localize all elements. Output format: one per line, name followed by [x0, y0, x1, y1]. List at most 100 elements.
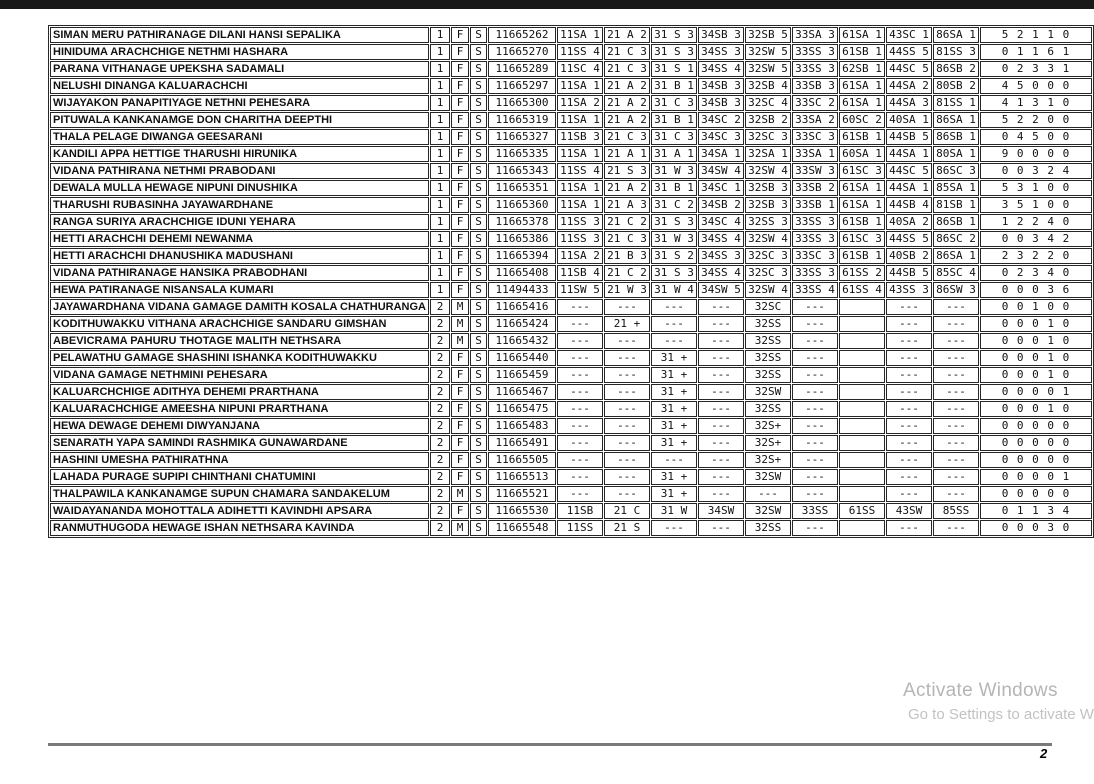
subject-code-cell: 33SB 3 — [792, 78, 838, 94]
candidate-name-cell: RANMUTHUGODA HEWAGE ISHAN NETHSARA KAVIN… — [50, 520, 429, 536]
subject-code-cell — [839, 367, 885, 383]
subject-code-cell: 33SA 3 — [792, 27, 838, 43]
status-cell: S — [470, 112, 487, 128]
results-report: SIMAN MERU PATHIRANAGE DILANI HANSI SEPA… — [48, 25, 1094, 538]
table-row: NELUSHI DINANGA KALUARACHCHI 1 F S 11665… — [50, 78, 1092, 94]
subject-code-cell: 81SS 3 — [933, 44, 979, 60]
subject-code-cell: --- — [792, 520, 838, 536]
subject-code-cell: --- — [886, 367, 932, 383]
subject-code-cell: 31 S 3 — [651, 27, 697, 43]
candidate-name-cell: HETTI ARACHCHI DHANUSHIKA MADUSHANI — [50, 248, 429, 264]
subject-code-cell: 81SS 1 — [933, 95, 979, 111]
subject-code-cell: 32SS — [745, 401, 791, 417]
grade-cell: 1 — [430, 265, 450, 281]
gender-cell: F — [451, 367, 469, 383]
subject-code-cell: 34SS 4 — [698, 231, 744, 247]
marks-summary-cell: 9 0 0 0 0 — [980, 146, 1092, 162]
subject-code-cell: --- — [698, 520, 744, 536]
subject-code-cell: 33SA 2 — [792, 112, 838, 128]
subject-code-cell: 33SS 3 — [792, 61, 838, 77]
status-cell: S — [470, 61, 487, 77]
table-row: THARUSHI RUBASINHA JAYAWARDHANE 1 F S 11… — [50, 197, 1092, 213]
subject-code-cell: 32SC — [745, 299, 791, 315]
status-cell: S — [470, 452, 487, 468]
subject-code-cell: 11SA 2 — [557, 248, 603, 264]
subject-code-cell: 34SW 4 — [698, 163, 744, 179]
subject-code-cell: --- — [792, 316, 838, 332]
marks-summary-cell: 0 0 0 0 1 — [980, 384, 1092, 400]
subject-code-cell — [839, 350, 885, 366]
index-number-cell: 11494433 — [488, 282, 556, 298]
subject-code-cell: 32SB 5 — [745, 27, 791, 43]
subject-code-cell: --- — [557, 469, 603, 485]
subject-code-cell: 40SB 2 — [886, 248, 932, 264]
subject-code-cell: 31 B 1 — [651, 112, 697, 128]
marks-summary-cell: 0 0 0 0 0 — [980, 418, 1092, 434]
subject-code-cell: 43SW — [886, 503, 932, 519]
grade-cell: 1 — [430, 163, 450, 179]
subject-code-cell: --- — [651, 452, 697, 468]
gender-cell: F — [451, 248, 469, 264]
subject-code-cell: 11SA 2 — [557, 95, 603, 111]
marks-summary-cell: 0 0 0 1 0 — [980, 350, 1092, 366]
candidate-name-cell: HASHINI UMESHA PATHIRATHNA — [50, 452, 429, 468]
subject-code-cell: 31 + — [651, 418, 697, 434]
subject-code-cell: 61SA 1 — [839, 27, 885, 43]
status-cell: S — [470, 469, 487, 485]
subject-code-cell: --- — [792, 401, 838, 417]
subject-code-cell: 11SB 3 — [557, 129, 603, 145]
grade-cell: 1 — [430, 146, 450, 162]
status-cell: S — [470, 282, 487, 298]
candidate-name-cell: LAHADA PURAGE SUPIPI CHINTHANI CHATUMINI — [50, 469, 429, 485]
subject-code-cell: 21 A 2 — [604, 180, 650, 196]
index-number-cell: 11665408 — [488, 265, 556, 281]
grade-cell: 2 — [430, 469, 450, 485]
subject-code-cell: 44SC 5 — [886, 163, 932, 179]
subject-code-cell: 61SA 1 — [839, 95, 885, 111]
candidate-name-cell: SENARATH YAPA SAMINDI RASHMIKA GUNAWARDA… — [50, 435, 429, 451]
subject-code-cell: 44SB 5 — [886, 265, 932, 281]
status-cell: S — [470, 163, 487, 179]
subject-code-cell: 86SA 1 — [933, 248, 979, 264]
status-cell: S — [470, 316, 487, 332]
subject-code-cell: 11SS 4 — [557, 163, 603, 179]
subject-code-cell: 86SB 2 — [933, 61, 979, 77]
subject-code-cell: --- — [933, 299, 979, 315]
subject-code-cell: --- — [792, 486, 838, 502]
subject-code-cell: --- — [604, 435, 650, 451]
marks-summary-cell: 0 4 5 0 0 — [980, 129, 1092, 145]
table-row: LAHADA PURAGE SUPIPI CHINTHANI CHATUMINI… — [50, 469, 1092, 485]
subject-code-cell: --- — [886, 299, 932, 315]
grade-cell: 1 — [430, 231, 450, 247]
subject-code-cell: 21 C 3 — [604, 44, 650, 60]
index-number-cell: 11665351 — [488, 180, 556, 196]
subject-code-cell: 80SA 1 — [933, 146, 979, 162]
table-row: PELAWATHU GAMAGE SHASHINI ISHANKA KODITH… — [50, 350, 1092, 366]
subject-code-cell: 21 A 3 — [604, 197, 650, 213]
subject-code-cell: --- — [886, 486, 932, 502]
candidate-name-cell: WIJAYAKON PANAPITIYAGE NETHNI PEHESARA — [50, 95, 429, 111]
subject-code-cell: 21 A 2 — [604, 95, 650, 111]
grade-cell: 1 — [430, 180, 450, 196]
grade-cell: 2 — [430, 435, 450, 451]
subject-code-cell: 33SB 2 — [792, 180, 838, 196]
grade-cell: 1 — [430, 282, 450, 298]
subject-code-cell: --- — [604, 418, 650, 434]
subject-code-cell: --- — [886, 384, 932, 400]
subject-code-cell: 86SB 1 — [933, 214, 979, 230]
subject-code-cell: --- — [651, 299, 697, 315]
subject-code-cell: 34SB 2 — [698, 197, 744, 213]
candidate-name-cell: JAYAWARDHANA VIDANA GAMAGE DAMITH KOSALA… — [50, 299, 429, 315]
gender-cell: F — [451, 469, 469, 485]
subject-code-cell: --- — [792, 367, 838, 383]
subject-code-cell: --- — [698, 367, 744, 383]
candidate-name-cell: NELUSHI DINANGA KALUARACHCHI — [50, 78, 429, 94]
subject-code-cell: --- — [933, 486, 979, 502]
table-row: KANDILI APPA HETTIGE THARUSHI HIRUNIKA 1… — [50, 146, 1092, 162]
subject-code-cell: 32SS — [745, 316, 791, 332]
gender-cell: F — [451, 418, 469, 434]
subject-code-cell: 21 C 3 — [604, 129, 650, 145]
marks-summary-cell: 0 0 0 1 0 — [980, 367, 1092, 383]
subject-code-cell: 44SA 3 — [886, 95, 932, 111]
table-row: HETTI ARACHCHI DEHEMI NEWANMA 1 F S 1166… — [50, 231, 1092, 247]
